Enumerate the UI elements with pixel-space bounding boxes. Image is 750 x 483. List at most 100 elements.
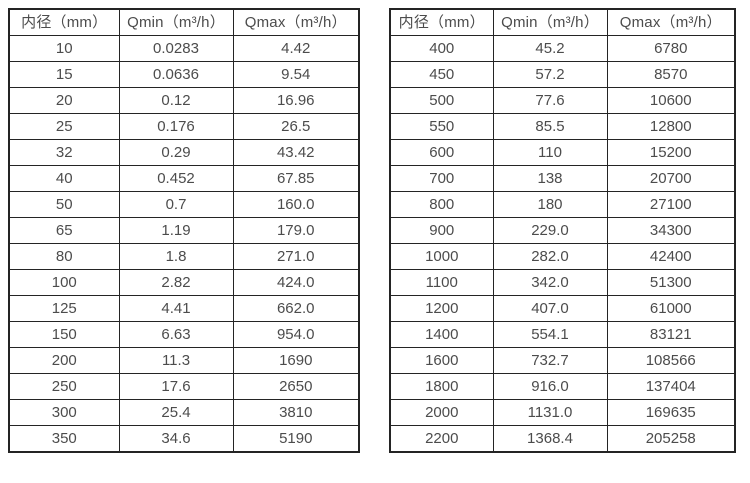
col-header-qmin: Qmin（m³/h） <box>492 8 608 36</box>
table-cell: 350 <box>8 425 120 453</box>
table-cell: 271.0 <box>232 243 360 270</box>
table-cell: 900 <box>389 217 494 244</box>
table-cell: 9.54 <box>232 61 360 88</box>
table-row: 40 0.452 67.85 <box>8 165 360 192</box>
table-cell: 26.5 <box>232 113 360 140</box>
table-cell: 40 <box>8 165 120 192</box>
table-row: 100 2.82 424.0 <box>8 269 360 296</box>
table-cell: 43.42 <box>232 139 360 166</box>
table-row: 20 0.12 16.96 <box>8 87 360 114</box>
table-cell: 500 <box>389 87 494 114</box>
table-cell: 424.0 <box>232 269 360 296</box>
table-cell: 169635 <box>606 399 736 426</box>
table-cell: 229.0 <box>492 217 608 244</box>
table-cell: 6.63 <box>118 321 234 348</box>
table-row: 700 138 20700 <box>389 165 736 192</box>
table-cell: 407.0 <box>492 295 608 322</box>
table-cell: 0.7 <box>118 191 234 218</box>
table-row: 900 229.0 34300 <box>389 217 736 244</box>
table-cell: 16.96 <box>232 87 360 114</box>
table-cell: 3810 <box>232 399 360 426</box>
table-cell: 110 <box>492 139 608 166</box>
table-cell: 0.452 <box>118 165 234 192</box>
table-cell: 67.85 <box>232 165 360 192</box>
table-row: 150 6.63 954.0 <box>8 321 360 348</box>
table-cell: 32 <box>8 139 120 166</box>
table-row: 50 0.7 160.0 <box>8 191 360 218</box>
table-cell: 1000 <box>389 243 494 270</box>
table-cell: 1690 <box>232 347 360 374</box>
table-row: 500 77.6 10600 <box>389 87 736 114</box>
table-row: 1800 916.0 137404 <box>389 373 736 400</box>
table-row: 125 4.41 662.0 <box>8 295 360 322</box>
table-cell: 108566 <box>606 347 736 374</box>
table-cell: 1600 <box>389 347 494 374</box>
table-cell: 25 <box>8 113 120 140</box>
table-row: 15 0.0636 9.54 <box>8 61 360 88</box>
table-cell: 250 <box>8 373 120 400</box>
table-cell: 700 <box>389 165 494 192</box>
table-cell: 4.41 <box>118 295 234 322</box>
table-cell: 77.6 <box>492 87 608 114</box>
table-cell: 138 <box>492 165 608 192</box>
table-cell: 50 <box>8 191 120 218</box>
table-row: 1200 407.0 61000 <box>389 295 736 322</box>
table-cell: 10 <box>8 35 120 62</box>
table-cell: 27100 <box>606 191 736 218</box>
table-cell: 662.0 <box>232 295 360 322</box>
table-cell: 17.6 <box>118 373 234 400</box>
table-cell: 179.0 <box>232 217 360 244</box>
table-row: 1600 732.7 108566 <box>389 347 736 374</box>
table-cell: 200 <box>8 347 120 374</box>
table-cell: 20 <box>8 87 120 114</box>
table-cell: 1.19 <box>118 217 234 244</box>
table-cell: 150 <box>8 321 120 348</box>
table-row: 80 1.8 271.0 <box>8 243 360 270</box>
table-row: 2200 1368.4 205258 <box>389 425 736 453</box>
table-cell: 0.0283 <box>118 35 234 62</box>
table-cell: 954.0 <box>232 321 360 348</box>
table-cell: 205258 <box>606 425 736 453</box>
table-cell: 450 <box>389 61 494 88</box>
table-row: 2000 1131.0 169635 <box>389 399 736 426</box>
table-cell: 80 <box>8 243 120 270</box>
table-cell: 0.0636 <box>118 61 234 88</box>
table-cell: 2650 <box>232 373 360 400</box>
table-cell: 180 <box>492 191 608 218</box>
table-cell: 8570 <box>606 61 736 88</box>
table-cell: 5190 <box>232 425 360 453</box>
table-row: 1400 554.1 83121 <box>389 321 736 348</box>
table-row: 400 45.2 6780 <box>389 35 736 62</box>
table-cell: 282.0 <box>492 243 608 270</box>
table-cell: 20700 <box>606 165 736 192</box>
table-cell: 2000 <box>389 399 494 426</box>
table-cell: 600 <box>389 139 494 166</box>
table-cell: 51300 <box>606 269 736 296</box>
table-cell: 15 <box>8 61 120 88</box>
col-header-diameter: 内径（mm） <box>389 8 494 36</box>
table-row: 250 17.6 2650 <box>8 373 360 400</box>
flow-table-small-diameters: 内径（mm） Qmin（m³/h） Qmax（m³/h） 10 0.0283 4.4… <box>8 8 360 453</box>
table-cell: 1800 <box>389 373 494 400</box>
col-header-diameter: 内径（mm） <box>8 8 120 36</box>
table-row: 25 0.176 26.5 <box>8 113 360 140</box>
col-header-qmax: Qmax（m³/h） <box>606 8 736 36</box>
table-row: 600 110 15200 <box>389 139 736 166</box>
table-cell: 0.12 <box>118 87 234 114</box>
table-cell: 83121 <box>606 321 736 348</box>
table-cell: 4.42 <box>232 35 360 62</box>
col-header-qmin: Qmin（m³/h） <box>118 8 234 36</box>
table-cell: 85.5 <box>492 113 608 140</box>
table-cell: 10600 <box>606 87 736 114</box>
table-cell: 300 <box>8 399 120 426</box>
table-cell: 25.4 <box>118 399 234 426</box>
table-header-row: 内径（mm） Qmin（m³/h） Qmax（m³/h） <box>8 8 360 36</box>
table-cell: 800 <box>389 191 494 218</box>
table-cell: 1131.0 <box>492 399 608 426</box>
table-row: 1000 282.0 42400 <box>389 243 736 270</box>
table-cell: 15200 <box>606 139 736 166</box>
table-row: 200 11.3 1690 <box>8 347 360 374</box>
table-cell: 34.6 <box>118 425 234 453</box>
table-cell: 160.0 <box>232 191 360 218</box>
table-cell: 2200 <box>389 425 494 453</box>
